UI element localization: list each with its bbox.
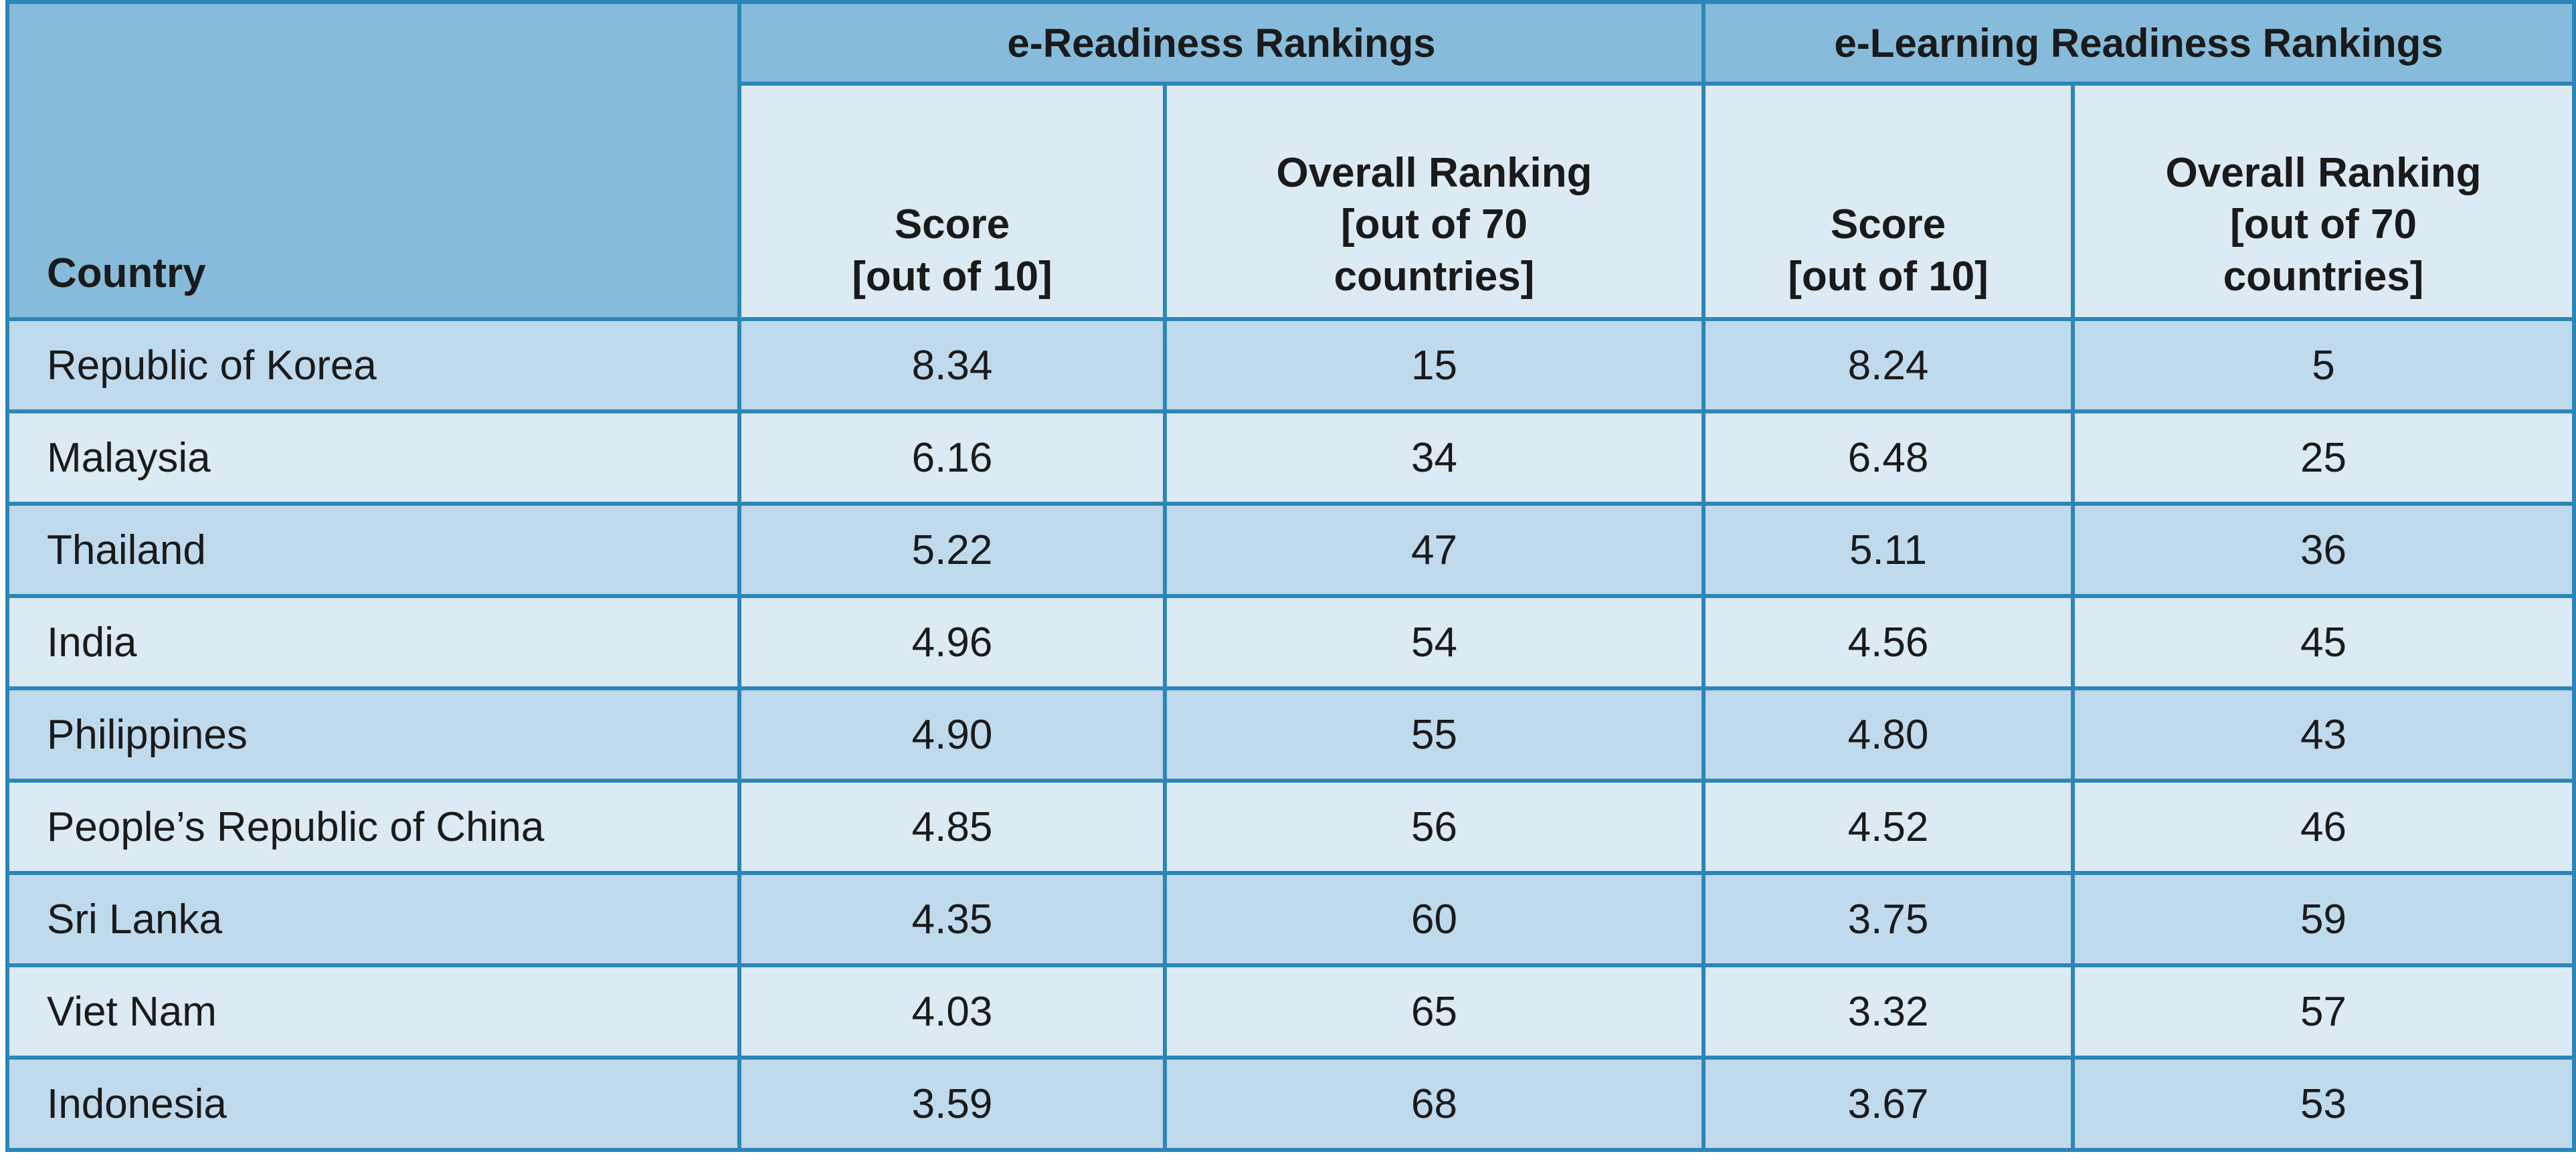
e-learning-rank-header: Overall Ranking [out of 70 countries] bbox=[2071, 82, 2576, 321]
e-readiness-rank-cell: 34 bbox=[1162, 409, 1706, 506]
country-cell: Republic of Korea bbox=[5, 317, 741, 413]
table-row: Republic of Korea 8.34 15 8.24 5 bbox=[5, 317, 2576, 413]
table-row: Indonesia 3.59 68 3.67 53 bbox=[5, 1056, 2576, 1152]
header-line: [out of 70 bbox=[2230, 201, 2417, 248]
e-learning-group-header: e-Learning Readiness Rankings bbox=[1701, 0, 2576, 86]
table-row: India 4.96 54 4.56 45 bbox=[5, 594, 2576, 690]
e-readiness-rank-cell: 47 bbox=[1162, 502, 1706, 598]
country-cell: People’s Republic of China bbox=[5, 779, 741, 875]
e-readiness-rank-cell: 55 bbox=[1162, 686, 1706, 783]
e-readiness-score-cell: 4.85 bbox=[737, 779, 1167, 875]
e-learning-rank-cell: 57 bbox=[2071, 963, 2576, 1060]
e-readiness-group-header: e-Readiness Rankings bbox=[737, 0, 1706, 86]
e-readiness-rank-cell: 56 bbox=[1162, 779, 1706, 875]
header-line: [out of 10] bbox=[1788, 253, 1989, 300]
e-learning-score-cell: 4.52 bbox=[1701, 779, 2076, 875]
e-learning-score-cell: 3.75 bbox=[1701, 871, 2076, 967]
e-learning-rank-cell: 36 bbox=[2071, 502, 2576, 598]
e-readiness-rank-header: Overall Ranking [out of 70 countries] bbox=[1162, 82, 1706, 321]
country-cell: Indonesia bbox=[5, 1056, 741, 1152]
header-line: Overall Ranking bbox=[2165, 149, 2482, 196]
rankings-table: Country e-Readiness Rankings e-Learning … bbox=[5, 0, 2576, 1152]
e-learning-rank-cell: 45 bbox=[2071, 594, 2576, 690]
e-learning-score-cell: 3.67 bbox=[1701, 1056, 2076, 1152]
group-header-row: Country e-Readiness Rankings e-Learning … bbox=[5, 0, 2576, 321]
e-readiness-rank-cell: 60 bbox=[1162, 871, 1706, 967]
table-row: Thailand 5.22 47 5.11 36 bbox=[5, 502, 2576, 598]
sub-header-row: Score [out of 10] Overall Ranking [out o… bbox=[7, 82, 2576, 321]
e-learning-score-cell: 8.24 bbox=[1701, 317, 2076, 413]
e-learning-rank-cell: 53 bbox=[2071, 1056, 2576, 1152]
header-line: Overall Ranking bbox=[1276, 149, 1592, 196]
e-readiness-rank-cell: 65 bbox=[1162, 963, 1706, 1060]
e-learning-score-cell: 3.32 bbox=[1701, 963, 2076, 1060]
e-readiness-score-cell: 4.96 bbox=[737, 594, 1167, 690]
e-readiness-rank-cell: 15 bbox=[1162, 317, 1706, 413]
table-row: Sri Lanka 4.35 60 3.75 59 bbox=[5, 871, 2576, 967]
table-row: Philippines 4.90 55 4.80 43 bbox=[5, 686, 2576, 783]
e-readiness-score-header: Score [out of 10] bbox=[737, 82, 1167, 321]
e-readiness-rank-cell: 68 bbox=[1162, 1056, 1706, 1152]
e-learning-score-header: Score [out of 10] bbox=[1701, 82, 2076, 321]
e-readiness-score-cell: 8.34 bbox=[737, 317, 1167, 413]
e-learning-rank-cell: 43 bbox=[2071, 686, 2576, 783]
country-cell: Viet Nam bbox=[5, 963, 741, 1060]
e-readiness-score-cell: 4.03 bbox=[737, 963, 1167, 1060]
table-row: People’s Republic of China 4.85 56 4.52 … bbox=[5, 779, 2576, 875]
country-cell: Sri Lanka bbox=[5, 871, 741, 967]
header-line: Score bbox=[894, 201, 1010, 248]
table-row: Malaysia 6.16 34 6.48 25 bbox=[5, 409, 2576, 506]
header-line: Score bbox=[1830, 201, 1946, 248]
header-line: countries] bbox=[1333, 253, 1535, 300]
e-readiness-score-cell: 4.35 bbox=[737, 871, 1167, 967]
e-learning-rank-cell: 25 bbox=[2071, 409, 2576, 506]
e-learning-rank-cell: 5 bbox=[2071, 317, 2576, 413]
e-learning-score-cell: 6.48 bbox=[1701, 409, 2076, 506]
country-cell: India bbox=[5, 594, 741, 690]
e-readiness-score-cell: 5.22 bbox=[737, 502, 1167, 598]
header-line: countries] bbox=[2223, 253, 2424, 300]
e-readiness-score-cell: 6.16 bbox=[737, 409, 1167, 506]
e-learning-rank-cell: 46 bbox=[2071, 779, 2576, 875]
header-line: [out of 70 bbox=[1341, 201, 1528, 248]
e-readiness-score-cell: 4.90 bbox=[737, 686, 1167, 783]
e-readiness-score-cell: 3.59 bbox=[737, 1056, 1167, 1152]
table-row: Viet Nam 4.03 65 3.32 57 bbox=[5, 963, 2576, 1060]
e-learning-score-cell: 4.80 bbox=[1701, 686, 2076, 783]
e-learning-score-cell: 4.56 bbox=[1701, 594, 2076, 690]
e-learning-score-cell: 5.11 bbox=[1701, 502, 2076, 598]
country-column-header: Country bbox=[5, 0, 741, 321]
e-learning-rank-cell: 59 bbox=[2071, 871, 2576, 967]
e-readiness-rank-cell: 54 bbox=[1162, 594, 1706, 690]
country-cell: Philippines bbox=[5, 686, 741, 783]
country-cell: Thailand bbox=[5, 502, 741, 598]
header-line: [out of 10] bbox=[852, 253, 1052, 300]
country-cell: Malaysia bbox=[5, 409, 741, 506]
